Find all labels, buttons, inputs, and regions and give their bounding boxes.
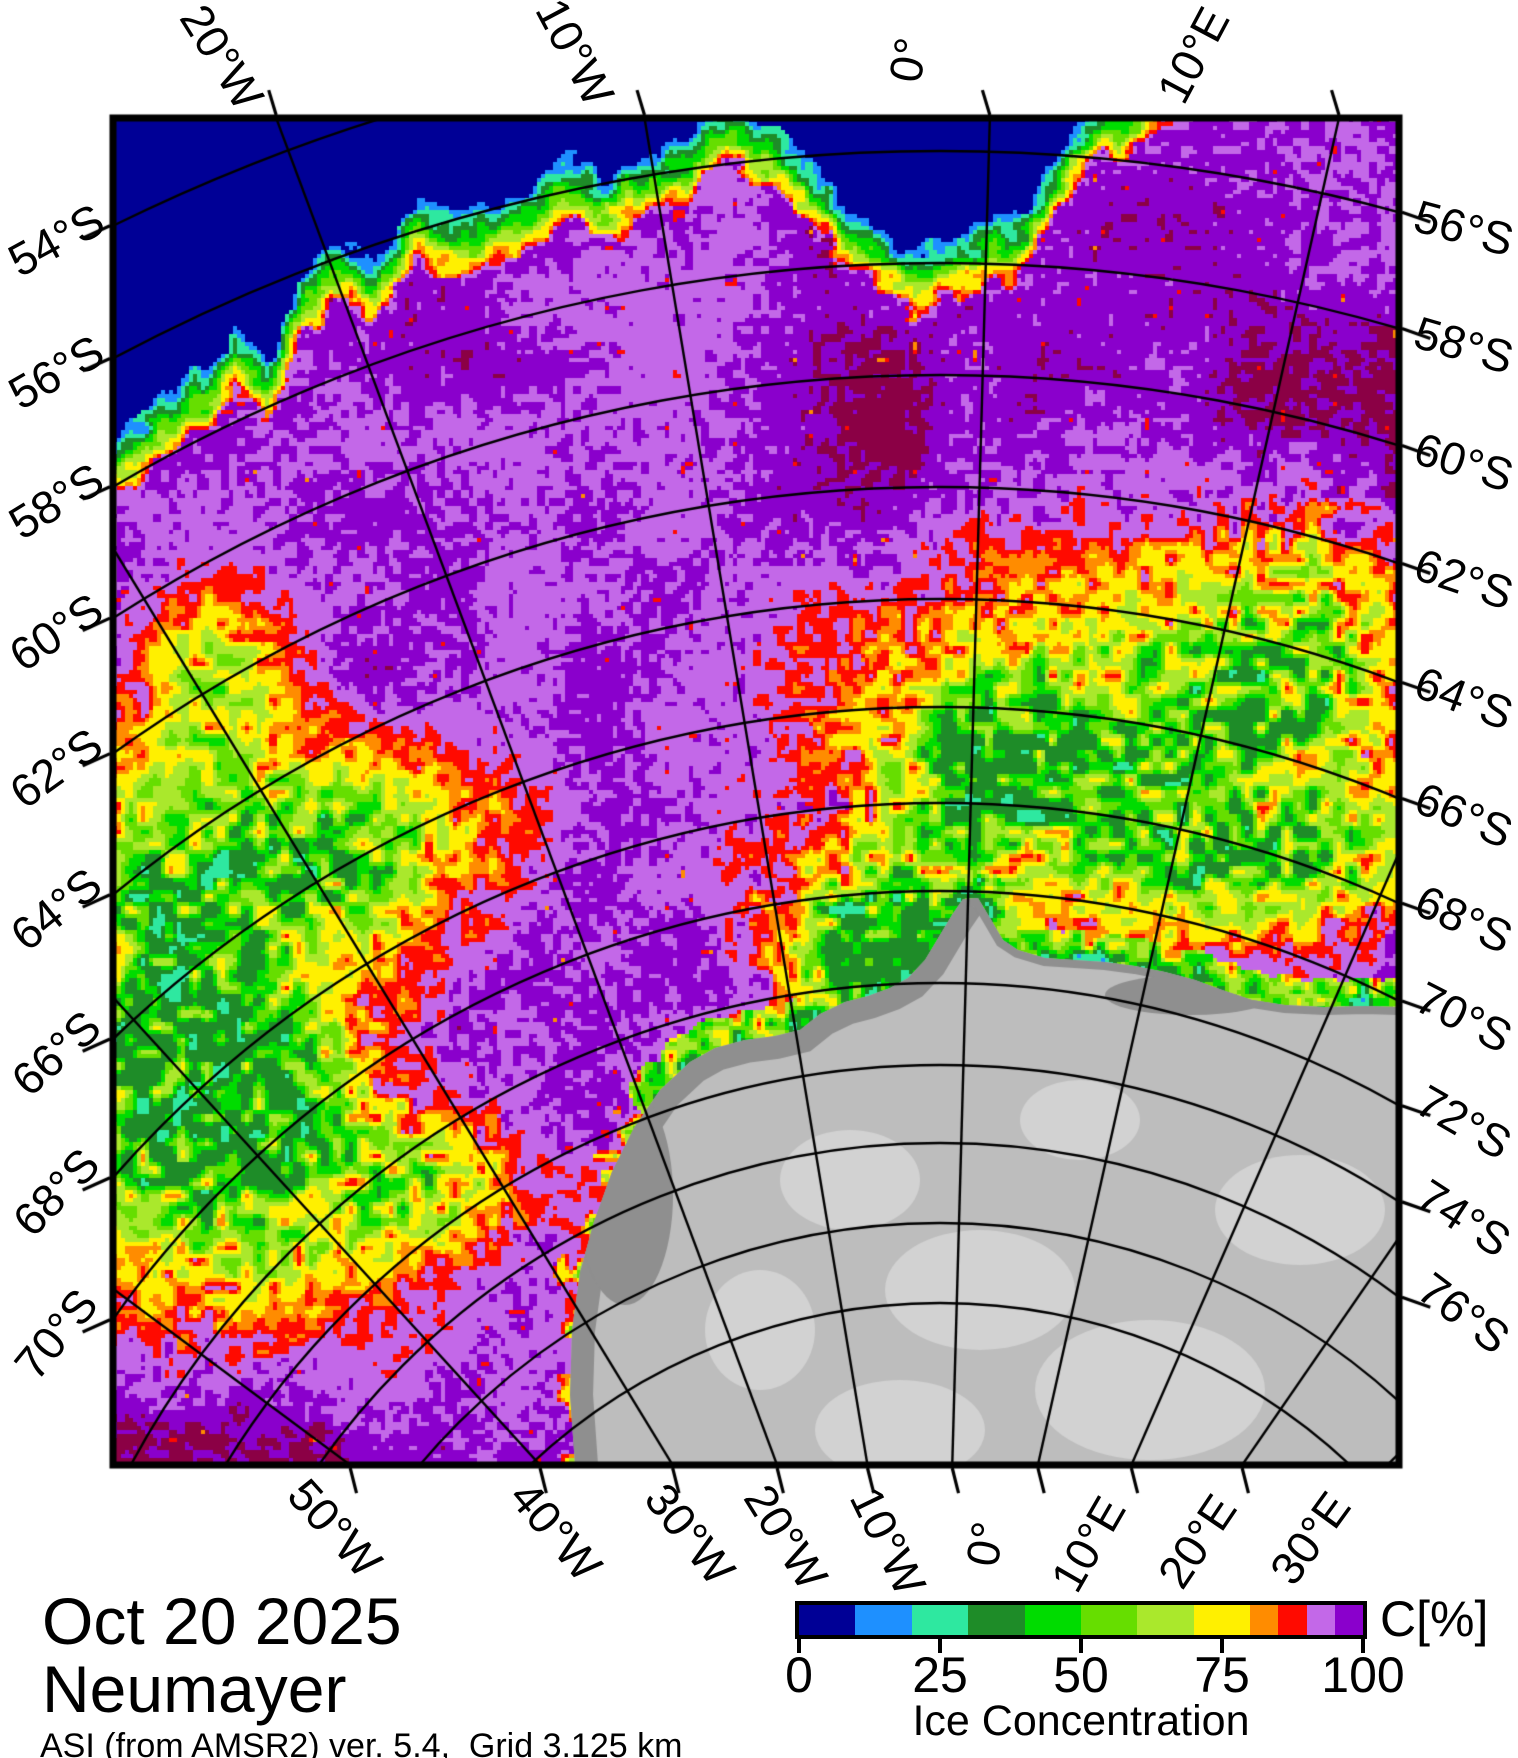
colorbar-tick-1 <box>938 1639 942 1653</box>
colorbar-tick-0 <box>797 1639 801 1653</box>
colorbar-tick-label-0: 0 <box>785 1647 813 1703</box>
colorbar-tick-4 <box>1361 1639 1365 1653</box>
colorbar-tick-label-1: 25 <box>912 1647 968 1703</box>
colorbar-segment-2 <box>911 1605 969 1635</box>
colorbar-segment-0 <box>799 1605 856 1635</box>
date-label: Oct 20 2025 <box>42 1584 402 1658</box>
source-info-label: ASI (from AMSR2) ver. 5.4, Grid 3.125 km <box>40 1727 683 1758</box>
colorbar-segment-7 <box>1193 1605 1251 1635</box>
colorbar-segment-4 <box>1024 1605 1082 1635</box>
colorbar-axis-label: Ice Concentration <box>912 1697 1250 1745</box>
lon-label-top-2: 0° <box>878 33 938 87</box>
colorbar-tick-2 <box>1079 1639 1083 1653</box>
colorbar-segment-5 <box>1081 1605 1138 1635</box>
colorbar-segment-3 <box>968 1605 1025 1635</box>
colorbar-segment-9 <box>1278 1605 1307 1635</box>
lon-label-bottom-5: 0° <box>955 1517 1015 1571</box>
colorbar-segment-1 <box>855 1605 912 1635</box>
colorbar-gradient <box>795 1601 1367 1639</box>
colorbar-segment-11 <box>1334 1605 1364 1635</box>
colorbar-tick-label-4: 100 <box>1321 1647 1405 1703</box>
colorbar-tick-3 <box>1220 1639 1224 1653</box>
colorbar-segment-10 <box>1306 1605 1335 1635</box>
colorbar-tick-label-2: 50 <box>1053 1647 1109 1703</box>
colorbar-segment-6 <box>1137 1605 1194 1635</box>
station-label: Neumayer <box>42 1652 347 1726</box>
colorbar-unit-label: C[%] <box>1380 1591 1489 1647</box>
colorbar-segment-8 <box>1250 1605 1279 1635</box>
colorbar-tick-label-3: 75 <box>1194 1647 1250 1703</box>
